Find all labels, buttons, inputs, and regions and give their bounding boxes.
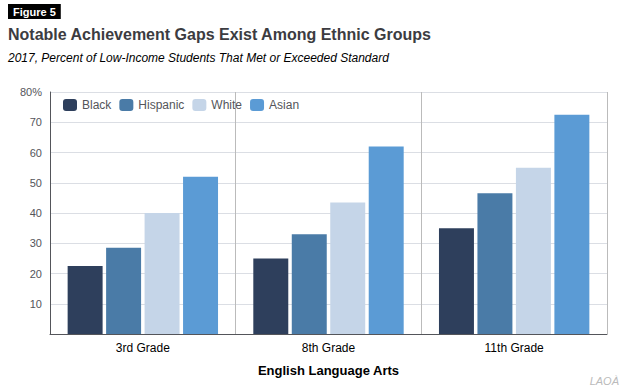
svg-text:10: 10: [30, 298, 42, 310]
svg-text:Black: Black: [82, 98, 112, 112]
svg-text:80%: 80%: [20, 86, 42, 98]
svg-text:8th Grade: 8th Grade: [302, 341, 356, 355]
svg-text:11th Grade: 11th Grade: [485, 341, 544, 355]
svg-text:70: 70: [30, 116, 42, 128]
svg-text:Notable Achievement Gaps Exist: Notable Achievement Gaps Exist Among Eth…: [8, 26, 431, 43]
svg-text:LAOÀ: LAOÀ: [590, 375, 619, 387]
svg-text:Asian: Asian: [269, 98, 299, 112]
svg-text:20: 20: [30, 268, 42, 280]
svg-text:60: 60: [30, 147, 42, 159]
svg-text:50: 50: [30, 177, 42, 189]
svg-text:40: 40: [30, 207, 42, 219]
svg-text:Figure 5: Figure 5: [13, 6, 56, 18]
svg-text:2017, Percent of Low-Income St: 2017, Percent of Low-Income Students Tha…: [7, 51, 389, 65]
svg-text:English Language Arts: English Language Arts: [258, 363, 399, 378]
svg-text:White: White: [211, 98, 242, 112]
svg-text:30: 30: [30, 237, 42, 249]
svg-text:3rd Grade: 3rd Grade: [116, 341, 170, 355]
svg-text:Hispanic: Hispanic: [138, 98, 184, 112]
